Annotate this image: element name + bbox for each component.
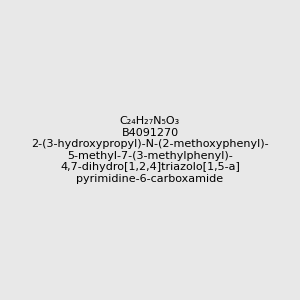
Text: C₂₄H₂₇N₅O₃
B4091270
2-(3-hydroxypropyl)-N-(2-methoxyphenyl)-
5-methyl-7-(3-methy: C₂₄H₂₇N₅O₃ B4091270 2-(3-hydroxypropyl)-… [31, 116, 269, 184]
